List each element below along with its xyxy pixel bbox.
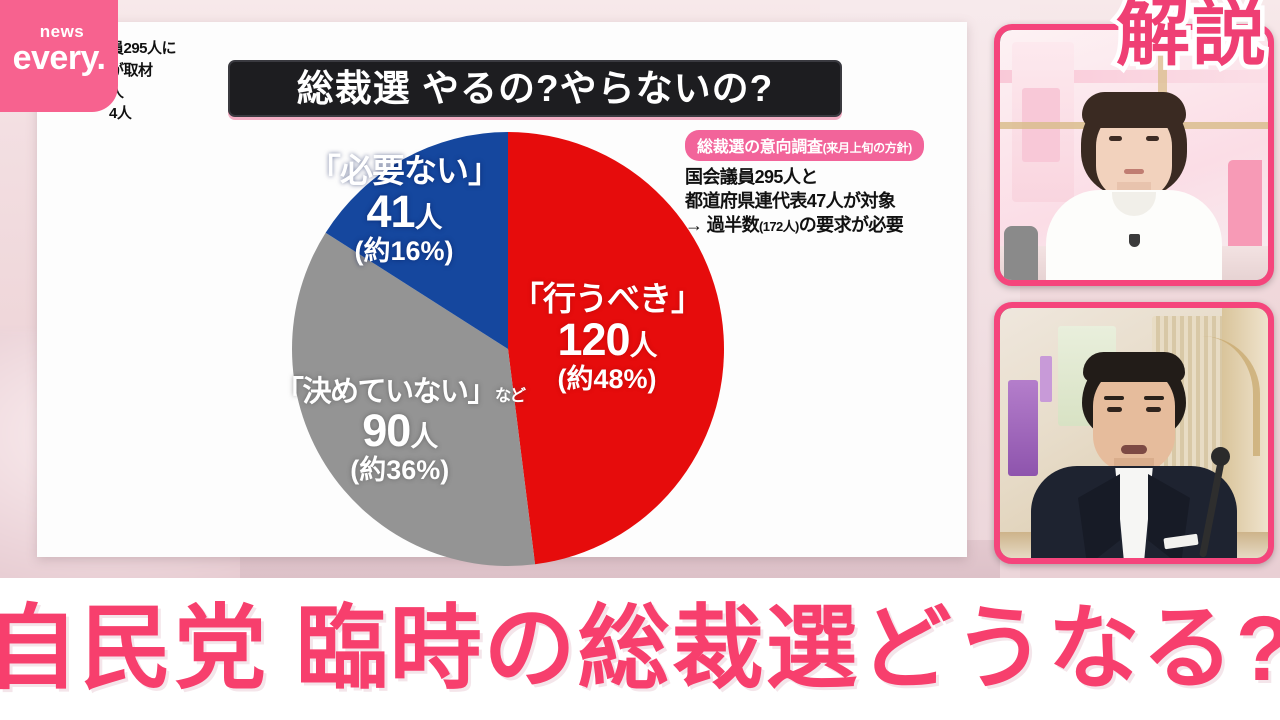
survey-pill-sub: (来月上旬の方針)	[822, 141, 913, 155]
pie-slice-1	[292, 232, 536, 566]
survey-line-3: → 過半数(172人)の要求が必要	[685, 214, 924, 238]
chart-title-plate: 総裁選 やるの?やらないの?	[228, 60, 842, 117]
anchor-video-feed	[1000, 30, 1268, 280]
survey-line-1: 国会議員295人と	[685, 167, 818, 187]
survey-line-3-b: (172人)	[759, 218, 799, 234]
logo-line-1: news	[39, 22, 85, 42]
video-panel-commentator[interactable]	[994, 302, 1274, 564]
pie-slices	[292, 132, 725, 566]
video-panel-anchor[interactable]	[994, 24, 1274, 286]
headline-banner: 自民党 臨時の総裁選どうなる?	[0, 578, 1280, 720]
survey-pill-main: 総裁選の意向調査	[697, 139, 823, 156]
survey-prenote: 員295人に が取材 人 4人	[109, 40, 177, 123]
survey-detail-lines: 国会議員295人と 都道府県連代表47人が対象 → 過半数(172人)の要求が必…	[685, 166, 924, 237]
commentator-mic-group	[1000, 308, 1268, 558]
logo-line-2: every.	[12, 39, 106, 78]
chart-board: 員295人に が取材 人 4人 総裁選 やるの?やらないの? 総裁選の意向調査(…	[37, 22, 967, 566]
pie-chart-svg	[292, 132, 725, 566]
news-every-logo: news every.	[0, 0, 118, 112]
pie-slice-0	[508, 132, 725, 565]
kaisetsu-badge: 解説	[1112, 0, 1271, 74]
chart-title: 総裁選 やるの?やらないの?	[296, 68, 774, 109]
pie-slice-2	[325, 132, 508, 349]
survey-pill: 総裁選の意向調査(来月上旬の方針)	[685, 130, 924, 161]
broadcast-stage: 員295人に が取材 人 4人 総裁選 やるの?やらないの? 総裁選の意向調査(…	[0, 0, 1280, 578]
microphone-icon	[1199, 453, 1226, 558]
headline-text: 自民党 臨時の総裁選どうなる?	[0, 598, 1280, 700]
survey-infobox: 総裁選の意向調査(来月上旬の方針) 国会議員295人と 都道府県連代表47人が対…	[685, 130, 924, 237]
survey-line-2: 都道府県連代表47人が対象	[685, 190, 896, 211]
lapel-microphone-icon	[1129, 234, 1140, 247]
commentator-video-feed	[1000, 308, 1268, 558]
survey-line-3-c: の要求が必要	[798, 214, 904, 235]
microphone-head-icon	[1211, 447, 1230, 466]
survey-line-3-a: → 過半数	[685, 214, 760, 235]
